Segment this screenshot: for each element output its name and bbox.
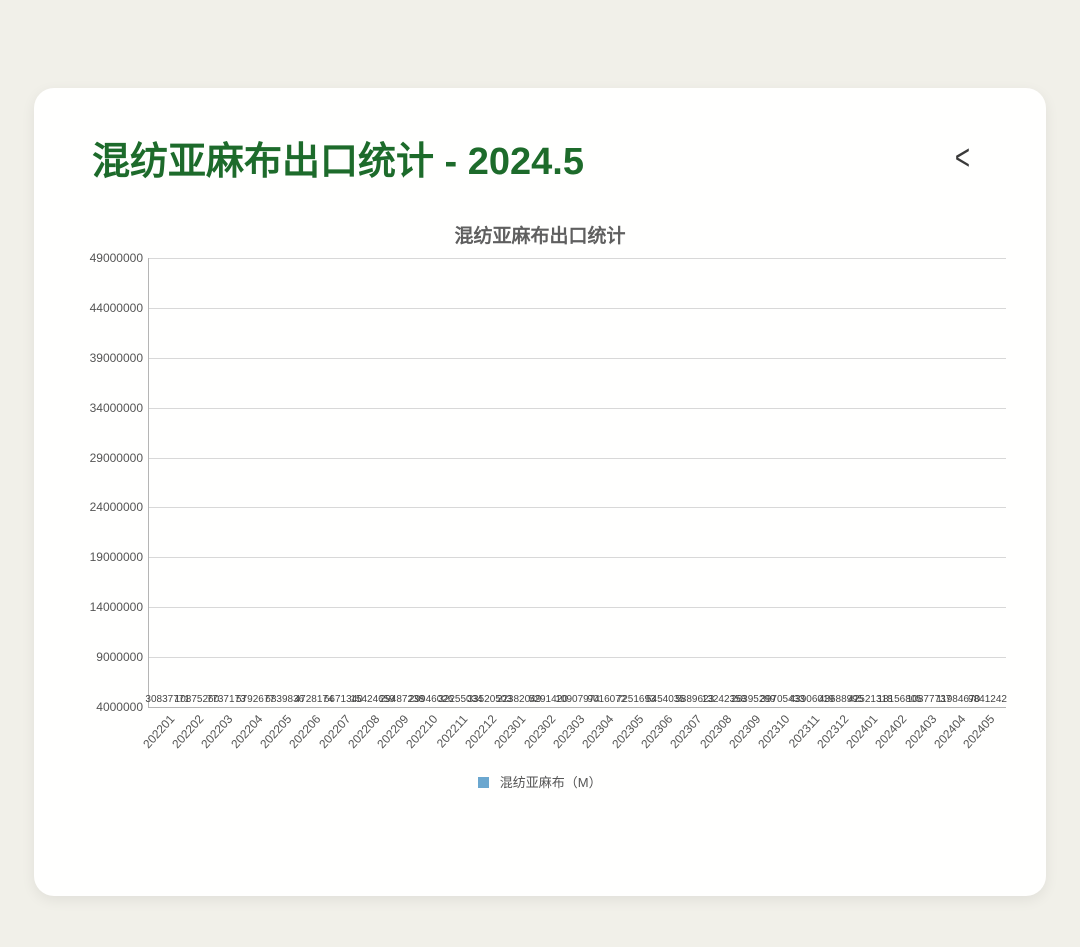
y-tick-label: 49000000 [90, 251, 149, 265]
y-tick-label: 29000000 [90, 451, 149, 465]
x-tick-label: 202201 [140, 712, 177, 751]
legend-label: 混纺亚麻布（M） [500, 775, 602, 790]
title-row: 混纺亚麻布出口统计 - 2024.5 < [70, 130, 1010, 185]
chart-card: 混纺亚麻布出口统计 - 2024.5 < 混纺亚麻布出口统计 308377711… [34, 88, 1046, 896]
y-tick-label: 19000000 [90, 550, 149, 564]
y-tick-label: 24000000 [90, 500, 149, 514]
y-tick-label: 39000000 [90, 351, 149, 365]
grid-line [149, 557, 1006, 558]
y-tick-label: 9000000 [96, 650, 149, 664]
bar-slot: 9841242 [973, 695, 1002, 707]
legend-swatch [478, 777, 489, 788]
y-tick-label: 34000000 [90, 401, 149, 415]
grid-line [149, 308, 1006, 309]
grid-line [149, 358, 1006, 359]
bar-value-label: 9841242 [968, 695, 1007, 705]
grid-line [149, 258, 1006, 259]
bar-chart: 混纺亚麻布出口统计 308377711087526077371735792677… [70, 221, 1010, 831]
y-tick-label: 4000000 [96, 700, 149, 714]
x-label-slot: 202405 [973, 708, 1002, 766]
grid-line [149, 507, 1006, 508]
y-tick-label: 44000000 [90, 301, 149, 315]
chart-title: 混纺亚麻布出口统计 [70, 221, 1010, 248]
grid-line [149, 458, 1006, 459]
back-button[interactable]: < [955, 136, 1006, 179]
bars-row: 3083777110875260773717357926776839836472… [149, 258, 1006, 707]
plot-area: 3083777110875260773717357926776839836472… [148, 258, 1006, 708]
y-tick-label: 14000000 [90, 600, 149, 614]
page-title: 混纺亚麻布出口统计 - 2024.5 [92, 130, 584, 185]
grid-line [149, 657, 1006, 658]
grid-line [149, 607, 1006, 608]
grid-line [149, 408, 1006, 409]
legend: 混纺亚麻布（M） [70, 772, 1010, 792]
x-axis-labels: 2022012022022022032022042022052022062022… [148, 708, 1006, 766]
